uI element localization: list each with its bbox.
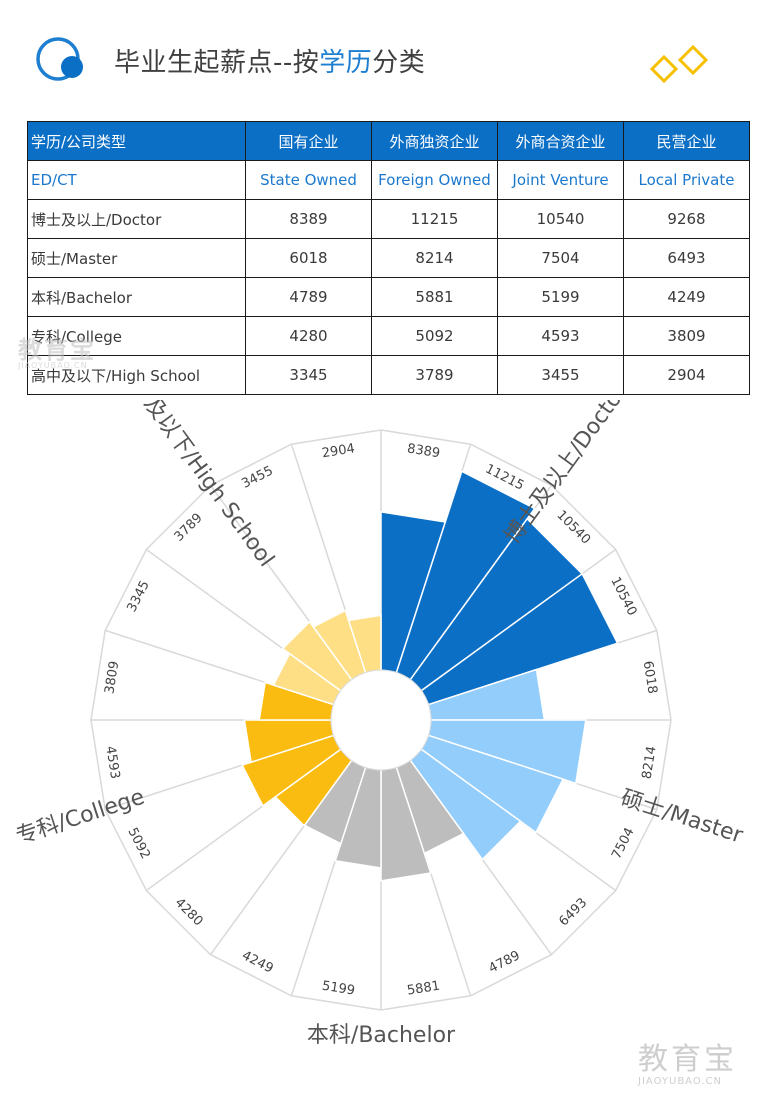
title-accent: 学历 [319,48,373,78]
table-cell: 本科/Bachelor [27,277,246,317]
chart-value-label: 2904 [321,441,356,461]
chart-value-label: 8389 [406,441,441,461]
table-row: 博士及以上/Doctor 8389 11215 10540 9268 [27,199,750,239]
chart-value-label: 5881 [406,979,441,999]
chart-value-label: 3789 [172,511,206,545]
table-subheader-cell: State Owned [245,160,372,200]
table-cell: 5199 [497,277,624,317]
table-cell: 4593 [497,316,624,356]
chart-value-label: 8214 [640,745,660,780]
table-cell: 4249 [623,277,750,317]
chart-value-label: 5199 [321,979,356,999]
table-cell: 6493 [623,238,750,278]
chart-value-label: 3809 [102,660,122,695]
table-header-cell: 国有企业 [245,121,372,161]
table-row: 专科/College 4280 5092 4593 3809 [27,316,750,356]
table-cell: 博士及以上/Doctor [27,199,246,239]
salary-table: 学历/公司类型 国有企业 外商独资企业 外商合资企业 民营企业 ED/CT St… [27,121,750,395]
table-cell: 硕士/Master [27,238,246,278]
chart-value-label: 6493 [556,895,590,929]
watermark-text: 教育宝 [638,1042,737,1077]
table-cell: 4789 [245,277,372,317]
watermark-url: JIAOYUBAO.CN [638,1076,722,1087]
chart-value-label: 10540 [607,575,639,619]
watermark-text: 教育宝 [18,336,96,364]
table-subheader-cell: ED/CT [27,160,246,200]
title-suffix: 分类 [372,48,426,78]
diamond-decoration-icon [649,44,709,84]
chart-value-label: 6018 [640,660,660,695]
polar-rose-chart: 8389112151054010540601882147504649347895… [13,400,747,1048]
table-row: 本科/Bachelor 4789 5881 5199 4249 [27,277,750,317]
table-subheader-cell: Foreign Owned [371,160,498,200]
table-header-row: 学历/公司类型 国有企业 外商独资企业 外商合资企业 民营企业 [27,121,750,161]
table-cell: 3789 [371,355,498,395]
table-cell: 11215 [371,199,498,239]
table-header-cell: 学历/公司类型 [27,121,246,161]
table-cell: 9268 [623,199,750,239]
table-subheader-cell: Joint Venture [497,160,624,200]
page-title: 毕业生起薪点--按学历分类 [114,42,425,79]
table-cell: 高中及以下/High School [27,355,246,395]
table-row: 高中及以下/High School 3345 3789 3455 2904 [27,355,750,395]
table-cell: 10540 [497,199,624,239]
table-cell: 3455 [497,355,624,395]
chart-group-label: 专科/College [13,785,148,850]
table-cell: 5092 [371,316,498,356]
chart-center-hole [330,669,432,771]
table-cell: 8214 [371,238,498,278]
logo-icon [36,37,83,81]
chart-value-label: 10540 [553,508,593,548]
chart-value-label: 4593 [102,745,122,780]
chart-group-label: 本科/Bachelor [307,1023,456,1048]
table-cell: 4280 [245,316,372,356]
table-cell: 6018 [245,238,372,278]
table-cell: 2904 [623,355,750,395]
table-cell: 3345 [245,355,372,395]
chart-value-label: 4280 [172,895,206,929]
chart-group-label: 硕士/Master [618,786,747,849]
table-cell: 7504 [497,238,624,278]
table-header-cell: 民营企业 [623,121,750,161]
watermark-url: JIAOYUBAO.CN [18,361,88,370]
table-subheader-row: ED/CT State Owned Foreign Owned Joint Ve… [27,160,750,200]
table-header-cell: 外商独资企业 [371,121,498,161]
title-prefix: 毕业生起薪点--按 [114,48,320,78]
table-header-cell: 外商合资企业 [497,121,624,161]
table-cell: 5881 [371,277,498,317]
watermark: 教育宝 JIAOYUBAO.CN [638,1034,737,1087]
table-subheader-cell: Local Private [623,160,750,200]
watermark: 教育宝 JIAOYUBAO.CN [18,330,96,370]
table-cell: 8389 [245,199,372,239]
table-row: 硕士/Master 6018 8214 7504 6493 [27,238,750,278]
table-cell: 3809 [623,316,750,356]
